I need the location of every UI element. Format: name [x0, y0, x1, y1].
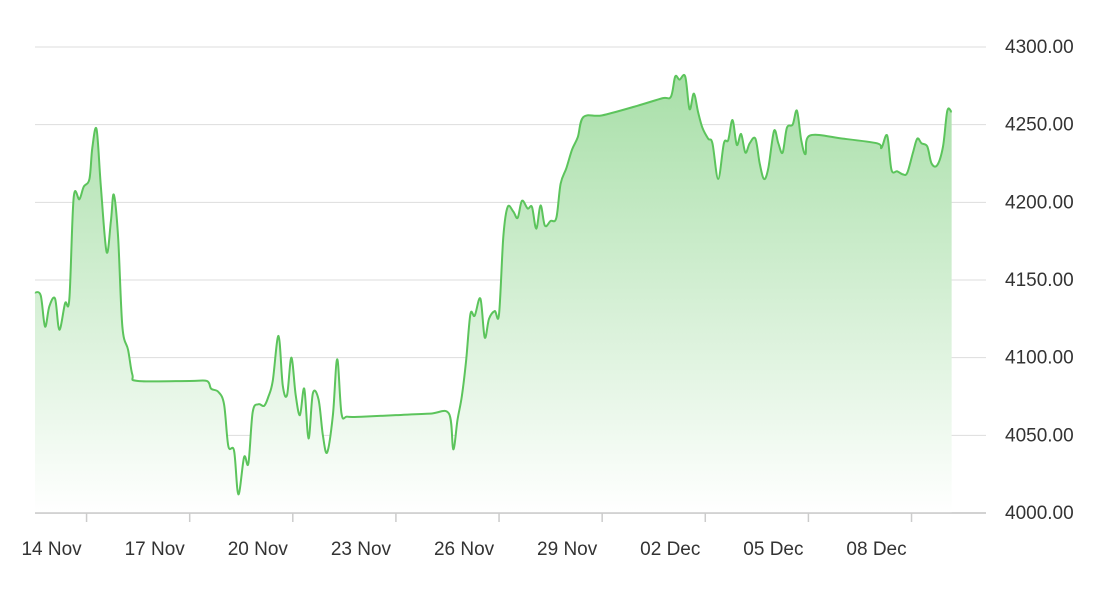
- y-tick-label: 4100.00: [1005, 348, 1074, 369]
- series-area-fill: [35, 74, 952, 513]
- y-tick-label: 4300.00: [1005, 37, 1074, 58]
- y-tick-label: 4200.00: [1005, 192, 1074, 213]
- y-axis: 4000.00 4050.00 4100.00 4150.00 4200.00 4250.…: [1005, 37, 1074, 524]
- y-tick-label: 4150.00: [1005, 270, 1074, 291]
- x-tick-label: 20 Nov: [228, 539, 289, 560]
- x-tick-label: 02 Dec: [640, 539, 700, 560]
- x-tick-label: 08 Dec: [846, 539, 906, 560]
- y-tick-label: 4000.00: [1005, 503, 1074, 524]
- series-area: [34, 73, 953, 513]
- series-line: [34, 73, 953, 496]
- y-tick-label: 4050.00: [1005, 425, 1074, 446]
- x-tick-label: 26 Nov: [434, 539, 495, 560]
- x-axis: 14 Nov 17 Nov 20 Nov 23 Nov 26 Nov 29 Nov 02 D…: [21, 512, 986, 560]
- x-tick-label: 23 Nov: [331, 539, 392, 560]
- x-tick-label: 29 Nov: [537, 539, 598, 560]
- x-tick-label: 05 Dec: [743, 539, 803, 560]
- x-tick-label: 17 Nov: [125, 539, 186, 560]
- x-tick-label: 14 Nov: [21, 539, 82, 560]
- y-tick-label: 4250.00: [1005, 115, 1074, 136]
